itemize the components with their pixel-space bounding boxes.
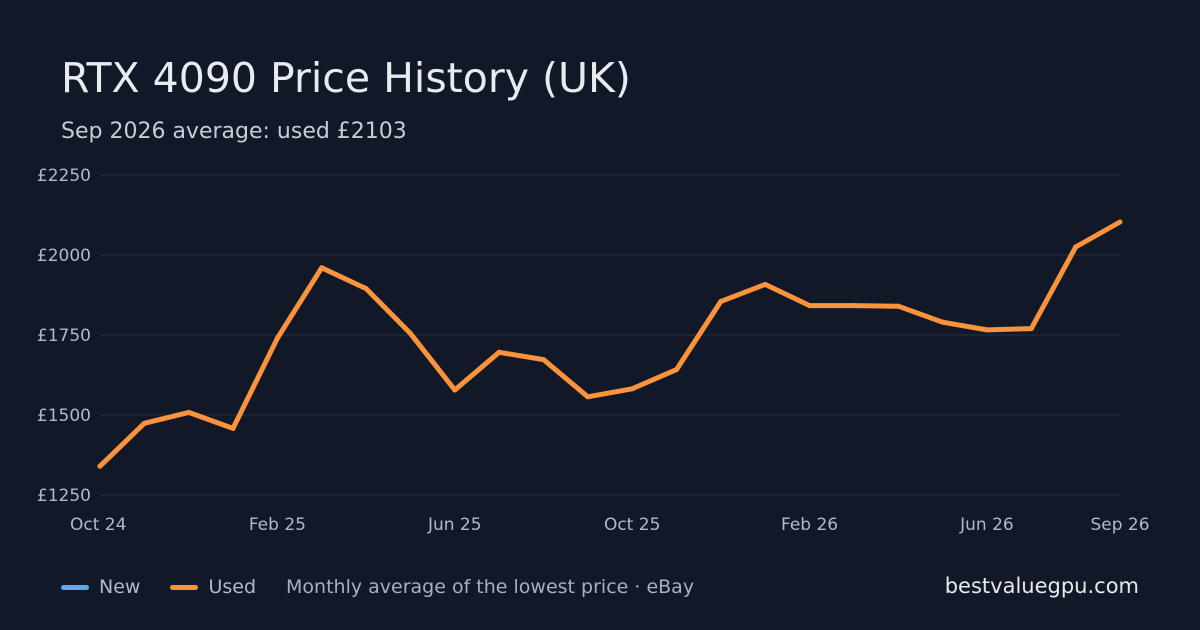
data-point[interactable] bbox=[274, 335, 280, 341]
legend-label-used: Used bbox=[208, 576, 257, 598]
data-point[interactable] bbox=[540, 357, 546, 363]
data-point[interactable] bbox=[97, 463, 103, 469]
data-point[interactable] bbox=[141, 420, 147, 426]
data-point[interactable] bbox=[452, 387, 458, 393]
y-tick-label: £2250 bbox=[37, 166, 91, 186]
legend-item-used[interactable]: Used bbox=[170, 576, 256, 598]
data-point[interactable] bbox=[585, 394, 591, 400]
source-note: Monthly average of the lowest price · eB… bbox=[286, 576, 695, 598]
data-point[interactable] bbox=[895, 303, 901, 309]
x-tick-label: Sep 26 bbox=[1090, 515, 1149, 535]
data-point[interactable] bbox=[186, 409, 192, 415]
data-point[interactable] bbox=[319, 265, 325, 271]
x-tick-label: Oct 24 bbox=[70, 515, 126, 535]
data-point[interactable] bbox=[230, 425, 236, 431]
data-point[interactable] bbox=[984, 327, 990, 333]
chart-subtitle: Sep 2026 average: used £2103 bbox=[61, 119, 407, 144]
data-point[interactable] bbox=[496, 349, 502, 355]
data-point[interactable] bbox=[807, 303, 813, 309]
x-tick-label: Jun 25 bbox=[427, 515, 482, 535]
y-tick-label: £2000 bbox=[37, 246, 91, 266]
y-axis-tick-labels: £1250 £1500 £1750 £2000 £2250 bbox=[37, 166, 91, 506]
data-point[interactable] bbox=[1073, 244, 1079, 250]
line-chart: £1250 £1500 £1750 £2000 £2250 Oct 24 Feb 25 Ju… bbox=[37, 166, 1150, 535]
x-axis-tick-labels: Oct 24 Feb 25 Jun 25 Oct 25 Feb 26 Jun 26 Sep … bbox=[70, 515, 1150, 535]
data-point[interactable] bbox=[407, 330, 413, 336]
legend-swatch-used bbox=[170, 584, 199, 590]
legend-item-new[interactable]: New bbox=[61, 576, 140, 598]
series-line-used bbox=[97, 219, 1123, 469]
x-tick-label: Feb 26 bbox=[781, 515, 838, 535]
data-point[interactable] bbox=[1028, 326, 1034, 332]
data-point[interactable] bbox=[629, 386, 635, 392]
x-tick-label: Feb 25 bbox=[249, 515, 306, 535]
x-tick-label: Oct 25 bbox=[604, 515, 660, 535]
data-point[interactable] bbox=[363, 286, 369, 292]
y-tick-label: £1500 bbox=[37, 406, 91, 426]
data-point[interactable] bbox=[674, 367, 680, 373]
y-tick-label: £1750 bbox=[37, 326, 91, 346]
grid-lines bbox=[100, 174, 1120, 496]
data-point[interactable] bbox=[762, 281, 768, 287]
legend: New Used Monthly average of the lowest p… bbox=[61, 573, 694, 601]
legend-label-new: New bbox=[99, 576, 141, 598]
data-point[interactable] bbox=[851, 303, 857, 309]
data-point[interactable] bbox=[718, 298, 724, 304]
data-point[interactable] bbox=[940, 319, 946, 325]
legend-swatch-new bbox=[61, 584, 89, 590]
chart-title: RTX 4090 Price History (UK) bbox=[61, 54, 631, 102]
data-point[interactable] bbox=[1117, 219, 1123, 225]
data-series bbox=[97, 219, 1123, 469]
brand-link[interactable]: bestvaluegpu.com bbox=[944, 574, 1139, 598]
y-tick-label: £1250 bbox=[37, 486, 91, 506]
x-tick-label: Jun 26 bbox=[959, 515, 1014, 535]
